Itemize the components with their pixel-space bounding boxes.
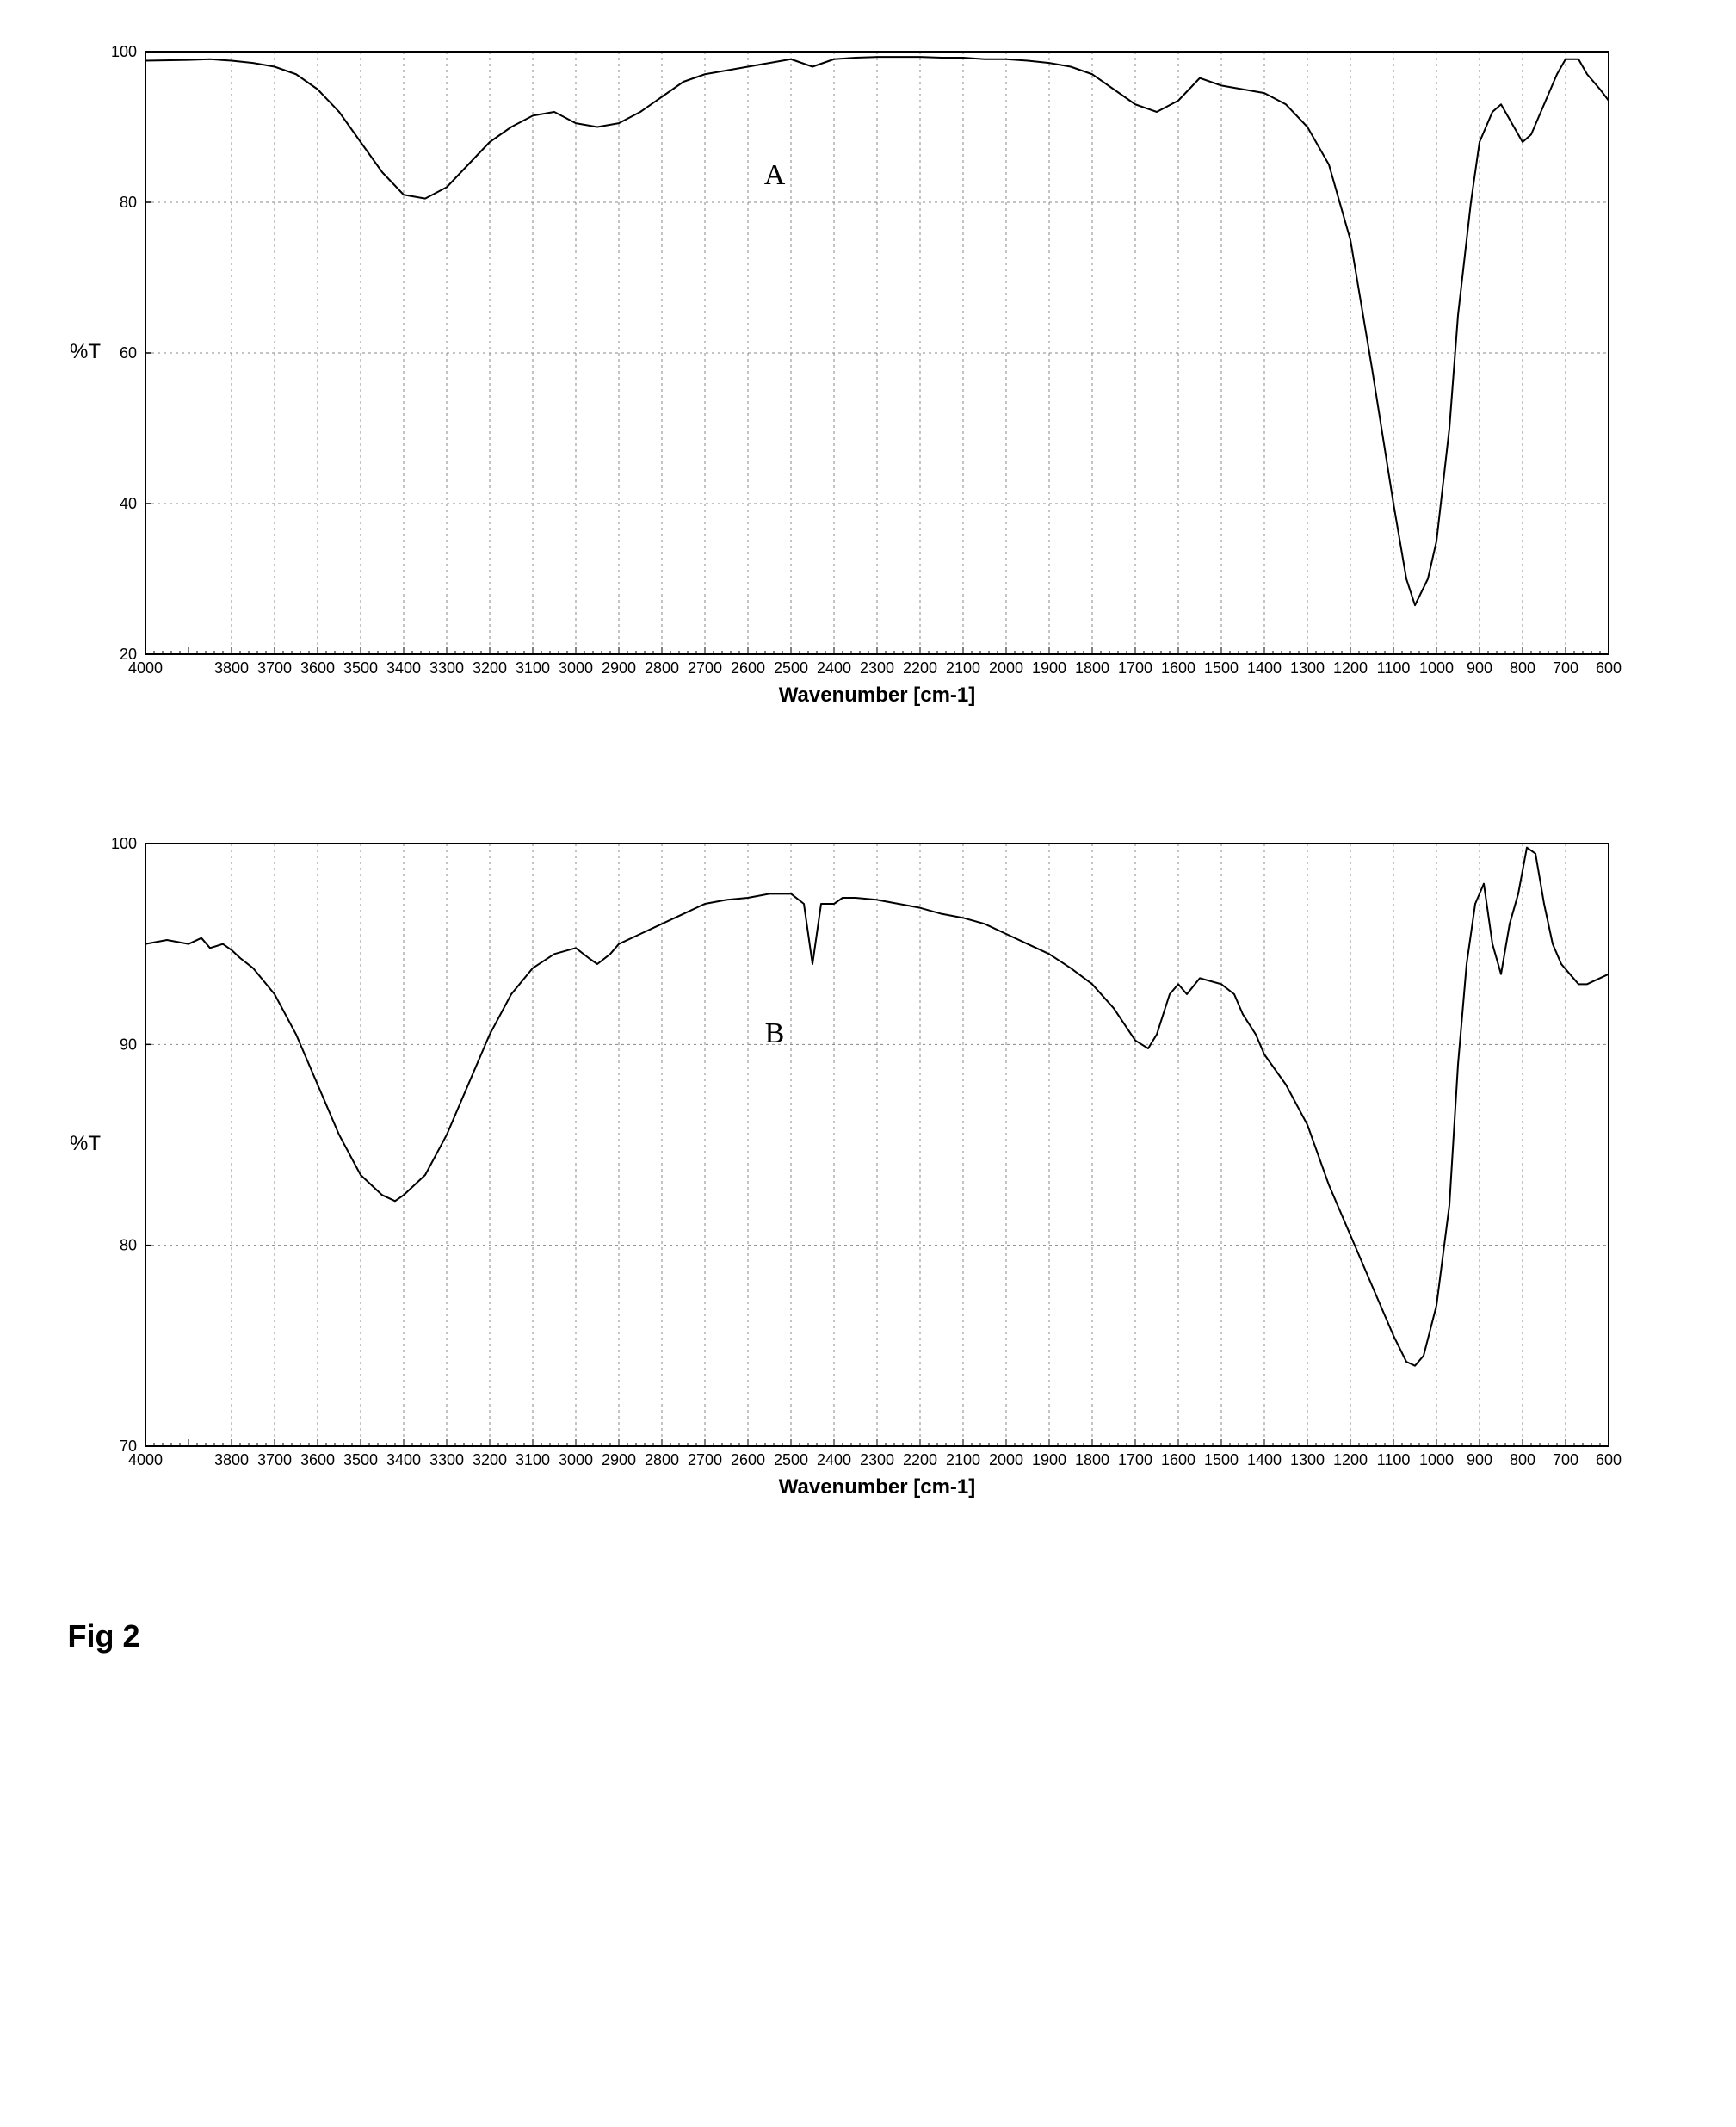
- x-tick-label: 1300: [1289, 1451, 1324, 1468]
- x-tick-label: 1100: [1376, 659, 1410, 677]
- x-tick-label: 1800: [1074, 659, 1109, 677]
- chart-a-container: 4000380037003600350034003300320031003000…: [51, 34, 1686, 723]
- x-tick-label: 1500: [1203, 1451, 1238, 1468]
- x-tick-label: 3500: [343, 1451, 377, 1468]
- y-tick-label: 80: [119, 1237, 136, 1254]
- x-tick-label: 2200: [902, 1451, 936, 1468]
- x-tick-label: 1100: [1376, 1451, 1410, 1468]
- x-tick-label: 2100: [945, 1451, 979, 1468]
- x-tick-label: 2800: [644, 1451, 678, 1468]
- x-tick-label: 1000: [1418, 659, 1453, 677]
- x-tick-label: 2700: [687, 659, 721, 677]
- x-tick-label: 900: [1466, 659, 1492, 677]
- x-tick-label: 1700: [1117, 659, 1152, 677]
- y-tick-label: 70: [119, 1438, 136, 1455]
- x-tick-label: 2000: [988, 1451, 1022, 1468]
- x-tick-label: 2800: [644, 659, 678, 677]
- x-tick-label: 1700: [1117, 1451, 1152, 1468]
- x-tick-label: 1400: [1246, 1451, 1281, 1468]
- x-tick-label: 2300: [859, 659, 893, 677]
- y-tick-label: 90: [119, 1036, 136, 1053]
- x-tick-label: 2400: [816, 659, 850, 677]
- x-tick-label: 1500: [1203, 659, 1238, 677]
- y-tick-label: 40: [119, 495, 136, 512]
- x-tick-label: 3800: [213, 1451, 248, 1468]
- x-tick-label: 2900: [601, 659, 635, 677]
- x-tick-label: 2000: [988, 659, 1022, 677]
- x-tick-label: 3100: [515, 659, 549, 677]
- x-tick-label: 1200: [1332, 659, 1367, 677]
- chart-b-svg: 4000380037003600350034003300320031003000…: [51, 826, 1634, 1515]
- x-tick-label: 3000: [558, 1451, 592, 1468]
- x-tick-label: 900: [1466, 1451, 1492, 1468]
- x-tick-label: 2600: [730, 1451, 764, 1468]
- x-tick-label: 3600: [300, 1451, 334, 1468]
- x-tick-label: 1600: [1160, 1451, 1195, 1468]
- y-tick-label: 20: [119, 646, 136, 663]
- y-axis-label: %T: [70, 340, 101, 363]
- x-tick-label: 3700: [256, 1451, 291, 1468]
- y-axis-label: %T: [70, 1132, 101, 1155]
- chart-b-container: 4000380037003600350034003300320031003000…: [51, 826, 1686, 1515]
- x-tick-label: 3400: [386, 659, 420, 677]
- x-tick-label: 3200: [472, 659, 506, 677]
- x-tick-label: 3300: [429, 1451, 463, 1468]
- x-tick-label: 2400: [816, 1451, 850, 1468]
- x-tick-label: 1400: [1246, 659, 1281, 677]
- figure-caption: Fig 2: [68, 1618, 1686, 1654]
- panel-label: B: [764, 1017, 784, 1049]
- y-tick-label: 60: [119, 344, 136, 362]
- x-tick-label: 1300: [1289, 659, 1324, 677]
- y-tick-label: 100: [110, 835, 136, 852]
- x-axis-label: Wavenumber [cm-1]: [778, 1475, 975, 1499]
- x-tick-label: 3800: [213, 659, 248, 677]
- x-tick-label: 2900: [601, 1451, 635, 1468]
- x-tick-label: 700: [1552, 1451, 1578, 1468]
- y-tick-label: 80: [119, 194, 136, 211]
- panel-label: A: [763, 159, 785, 191]
- x-tick-label: 2700: [687, 1451, 721, 1468]
- x-tick-label: 3500: [343, 659, 377, 677]
- x-tick-label: 1900: [1031, 659, 1066, 677]
- chart-a-svg: 4000380037003600350034003300320031003000…: [51, 34, 1634, 723]
- x-tick-label: 3300: [429, 659, 463, 677]
- x-tick-label: 1800: [1074, 1451, 1109, 1468]
- x-tick-label: 2100: [945, 659, 979, 677]
- x-tick-label: 2200: [902, 659, 936, 677]
- x-tick-label: 1600: [1160, 659, 1195, 677]
- x-tick-label: 3200: [472, 1451, 506, 1468]
- x-tick-label: 2300: [859, 1451, 893, 1468]
- x-tick-label: 1200: [1332, 1451, 1367, 1468]
- figure-page: 4000380037003600350034003300320031003000…: [51, 34, 1686, 1654]
- x-tick-label: 3700: [256, 659, 291, 677]
- x-tick-label: 800: [1509, 1451, 1535, 1468]
- x-tick-label: 3400: [386, 1451, 420, 1468]
- x-tick-label: 3000: [558, 659, 592, 677]
- x-tick-label: 3100: [515, 1451, 549, 1468]
- x-tick-label: 600: [1595, 659, 1621, 677]
- x-tick-label: 800: [1509, 659, 1535, 677]
- x-axis-label: Wavenumber [cm-1]: [778, 683, 975, 707]
- x-tick-label: 600: [1595, 1451, 1621, 1468]
- x-tick-label: 2600: [730, 659, 764, 677]
- x-tick-label: 1000: [1418, 1451, 1453, 1468]
- x-tick-label: 3600: [300, 659, 334, 677]
- x-tick-label: 2500: [773, 659, 807, 677]
- y-tick-label: 100: [110, 43, 136, 60]
- x-tick-label: 1900: [1031, 1451, 1066, 1468]
- x-tick-label: 2500: [773, 1451, 807, 1468]
- x-tick-label: 700: [1552, 659, 1578, 677]
